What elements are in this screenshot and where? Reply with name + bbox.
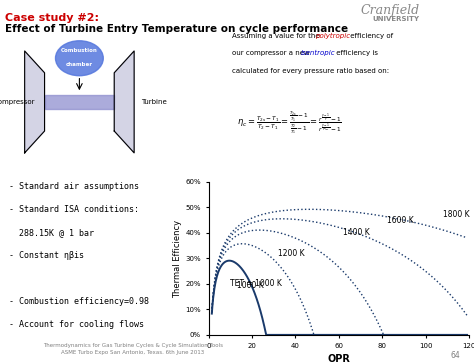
Text: isentropic: isentropic	[301, 50, 336, 56]
X-axis label: OPR: OPR	[328, 354, 350, 364]
Text: 1600 K: 1600 K	[387, 216, 413, 225]
Text: 288.15K @ 1 bar: 288.15K @ 1 bar	[9, 228, 94, 237]
Circle shape	[55, 41, 103, 76]
Text: Cranfield: Cranfield	[360, 4, 419, 17]
Text: Compressor: Compressor	[0, 99, 36, 105]
Text: Effect of Turbine Entry Temperature on cycle performance: Effect of Turbine Entry Temperature on c…	[5, 24, 348, 33]
Text: 1800 K: 1800 K	[443, 210, 470, 219]
Text: 64: 64	[450, 351, 460, 360]
Text: 1400 K: 1400 K	[343, 228, 370, 237]
Text: calculated for every pressure ratio based on:: calculated for every pressure ratio base…	[232, 68, 389, 74]
Text: Turbine: Turbine	[141, 99, 167, 105]
Text: efficiency of: efficiency of	[348, 33, 393, 39]
Text: 1000 K: 1000 K	[237, 281, 264, 290]
Text: Combustion: Combustion	[61, 48, 98, 54]
Text: TET = 1000 K: TET = 1000 K	[230, 280, 282, 288]
Text: 1200 K: 1200 K	[278, 249, 305, 258]
Text: UNIVERSITY: UNIVERSITY	[372, 16, 419, 22]
Text: - Constant ηβis: - Constant ηβis	[9, 251, 84, 260]
Text: - Standard ISA conditions:: - Standard ISA conditions:	[9, 205, 139, 214]
Text: - Standard air assumptions: - Standard air assumptions	[9, 182, 139, 191]
Text: Case study #2:: Case study #2:	[5, 13, 99, 23]
Text: - Combustion efficiency=0.98: - Combustion efficiency=0.98	[9, 297, 149, 306]
Text: chamber: chamber	[66, 62, 93, 67]
Y-axis label: Thermal Efficiency: Thermal Efficiency	[173, 219, 182, 297]
Text: Thermodynamics for Gas Turbine Cycles & Cycle Simulation Tools
ASME Turbo Expo S: Thermodynamics for Gas Turbine Cycles & …	[43, 343, 223, 355]
Polygon shape	[45, 95, 114, 109]
Text: $\eta_c = \frac{T_{2s} - T_1}{T_2 - T_1} = \frac{\frac{T_{2s}}{T_1} - 1}{\frac{T: $\eta_c = \frac{T_{2s} - T_1}{T_2 - T_1}…	[237, 109, 342, 136]
Polygon shape	[114, 51, 134, 153]
Text: - Account for cooling flows: - Account for cooling flows	[9, 320, 145, 329]
Text: efficiency is: efficiency is	[334, 50, 378, 56]
Text: our compressor a new: our compressor a new	[232, 50, 312, 56]
Text: Assuming a value for the: Assuming a value for the	[232, 33, 322, 39]
Text: polytropic: polytropic	[315, 33, 350, 39]
Polygon shape	[25, 51, 45, 153]
